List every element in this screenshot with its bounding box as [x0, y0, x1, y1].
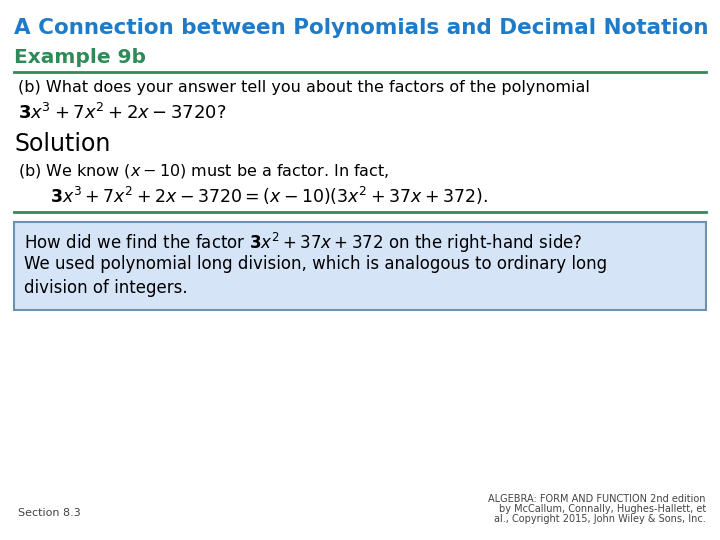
Text: Solution: Solution	[14, 132, 110, 156]
Text: division of integers.: division of integers.	[24, 279, 188, 297]
Text: A Connection between Polynomials and Decimal Notation: A Connection between Polynomials and Dec…	[14, 18, 708, 38]
Text: by McCallum, Connally, Hughes-Hallett, et: by McCallum, Connally, Hughes-Hallett, e…	[499, 504, 706, 514]
Text: Example 9b: Example 9b	[14, 48, 146, 67]
Text: (b) What does your answer tell you about the factors of the polynomial: (b) What does your answer tell you about…	[18, 80, 590, 95]
Text: ALGEBRA: FORM AND FUNCTION 2nd edition: ALGEBRA: FORM AND FUNCTION 2nd edition	[488, 494, 706, 504]
FancyBboxPatch shape	[14, 222, 706, 310]
Text: How did we find the factor $\mathbf{3\it{x}^2 + 37\it{x} + 372}$ on the right-ha: How did we find the factor $\mathbf{3\it…	[24, 231, 582, 255]
Text: $\mathbf{3\it{x}^3 + 7\it{x}^2 + 2\it{x} - 3720}$?: $\mathbf{3\it{x}^3 + 7\it{x}^2 + 2\it{x}…	[18, 103, 226, 123]
Text: Section 8.3: Section 8.3	[18, 508, 81, 518]
Text: $\mathbf{3\it{x}^3 + 7\it{x}^2 + 2\it{x} - 3720 = (\it{x} - 10)(3\it{x}^2 + 37\i: $\mathbf{3\it{x}^3 + 7\it{x}^2 + 2\it{x}…	[50, 185, 487, 207]
Text: We used polynomial long division, which is analogous to ordinary long: We used polynomial long division, which …	[24, 255, 607, 273]
Text: (b) We know $(\it{x} - 10)$ must be a factor. In fact,: (b) We know $(\it{x} - 10)$ must be a fa…	[18, 162, 390, 180]
Text: al., Copyright 2015, John Wiley & Sons, Inc.: al., Copyright 2015, John Wiley & Sons, …	[494, 514, 706, 524]
